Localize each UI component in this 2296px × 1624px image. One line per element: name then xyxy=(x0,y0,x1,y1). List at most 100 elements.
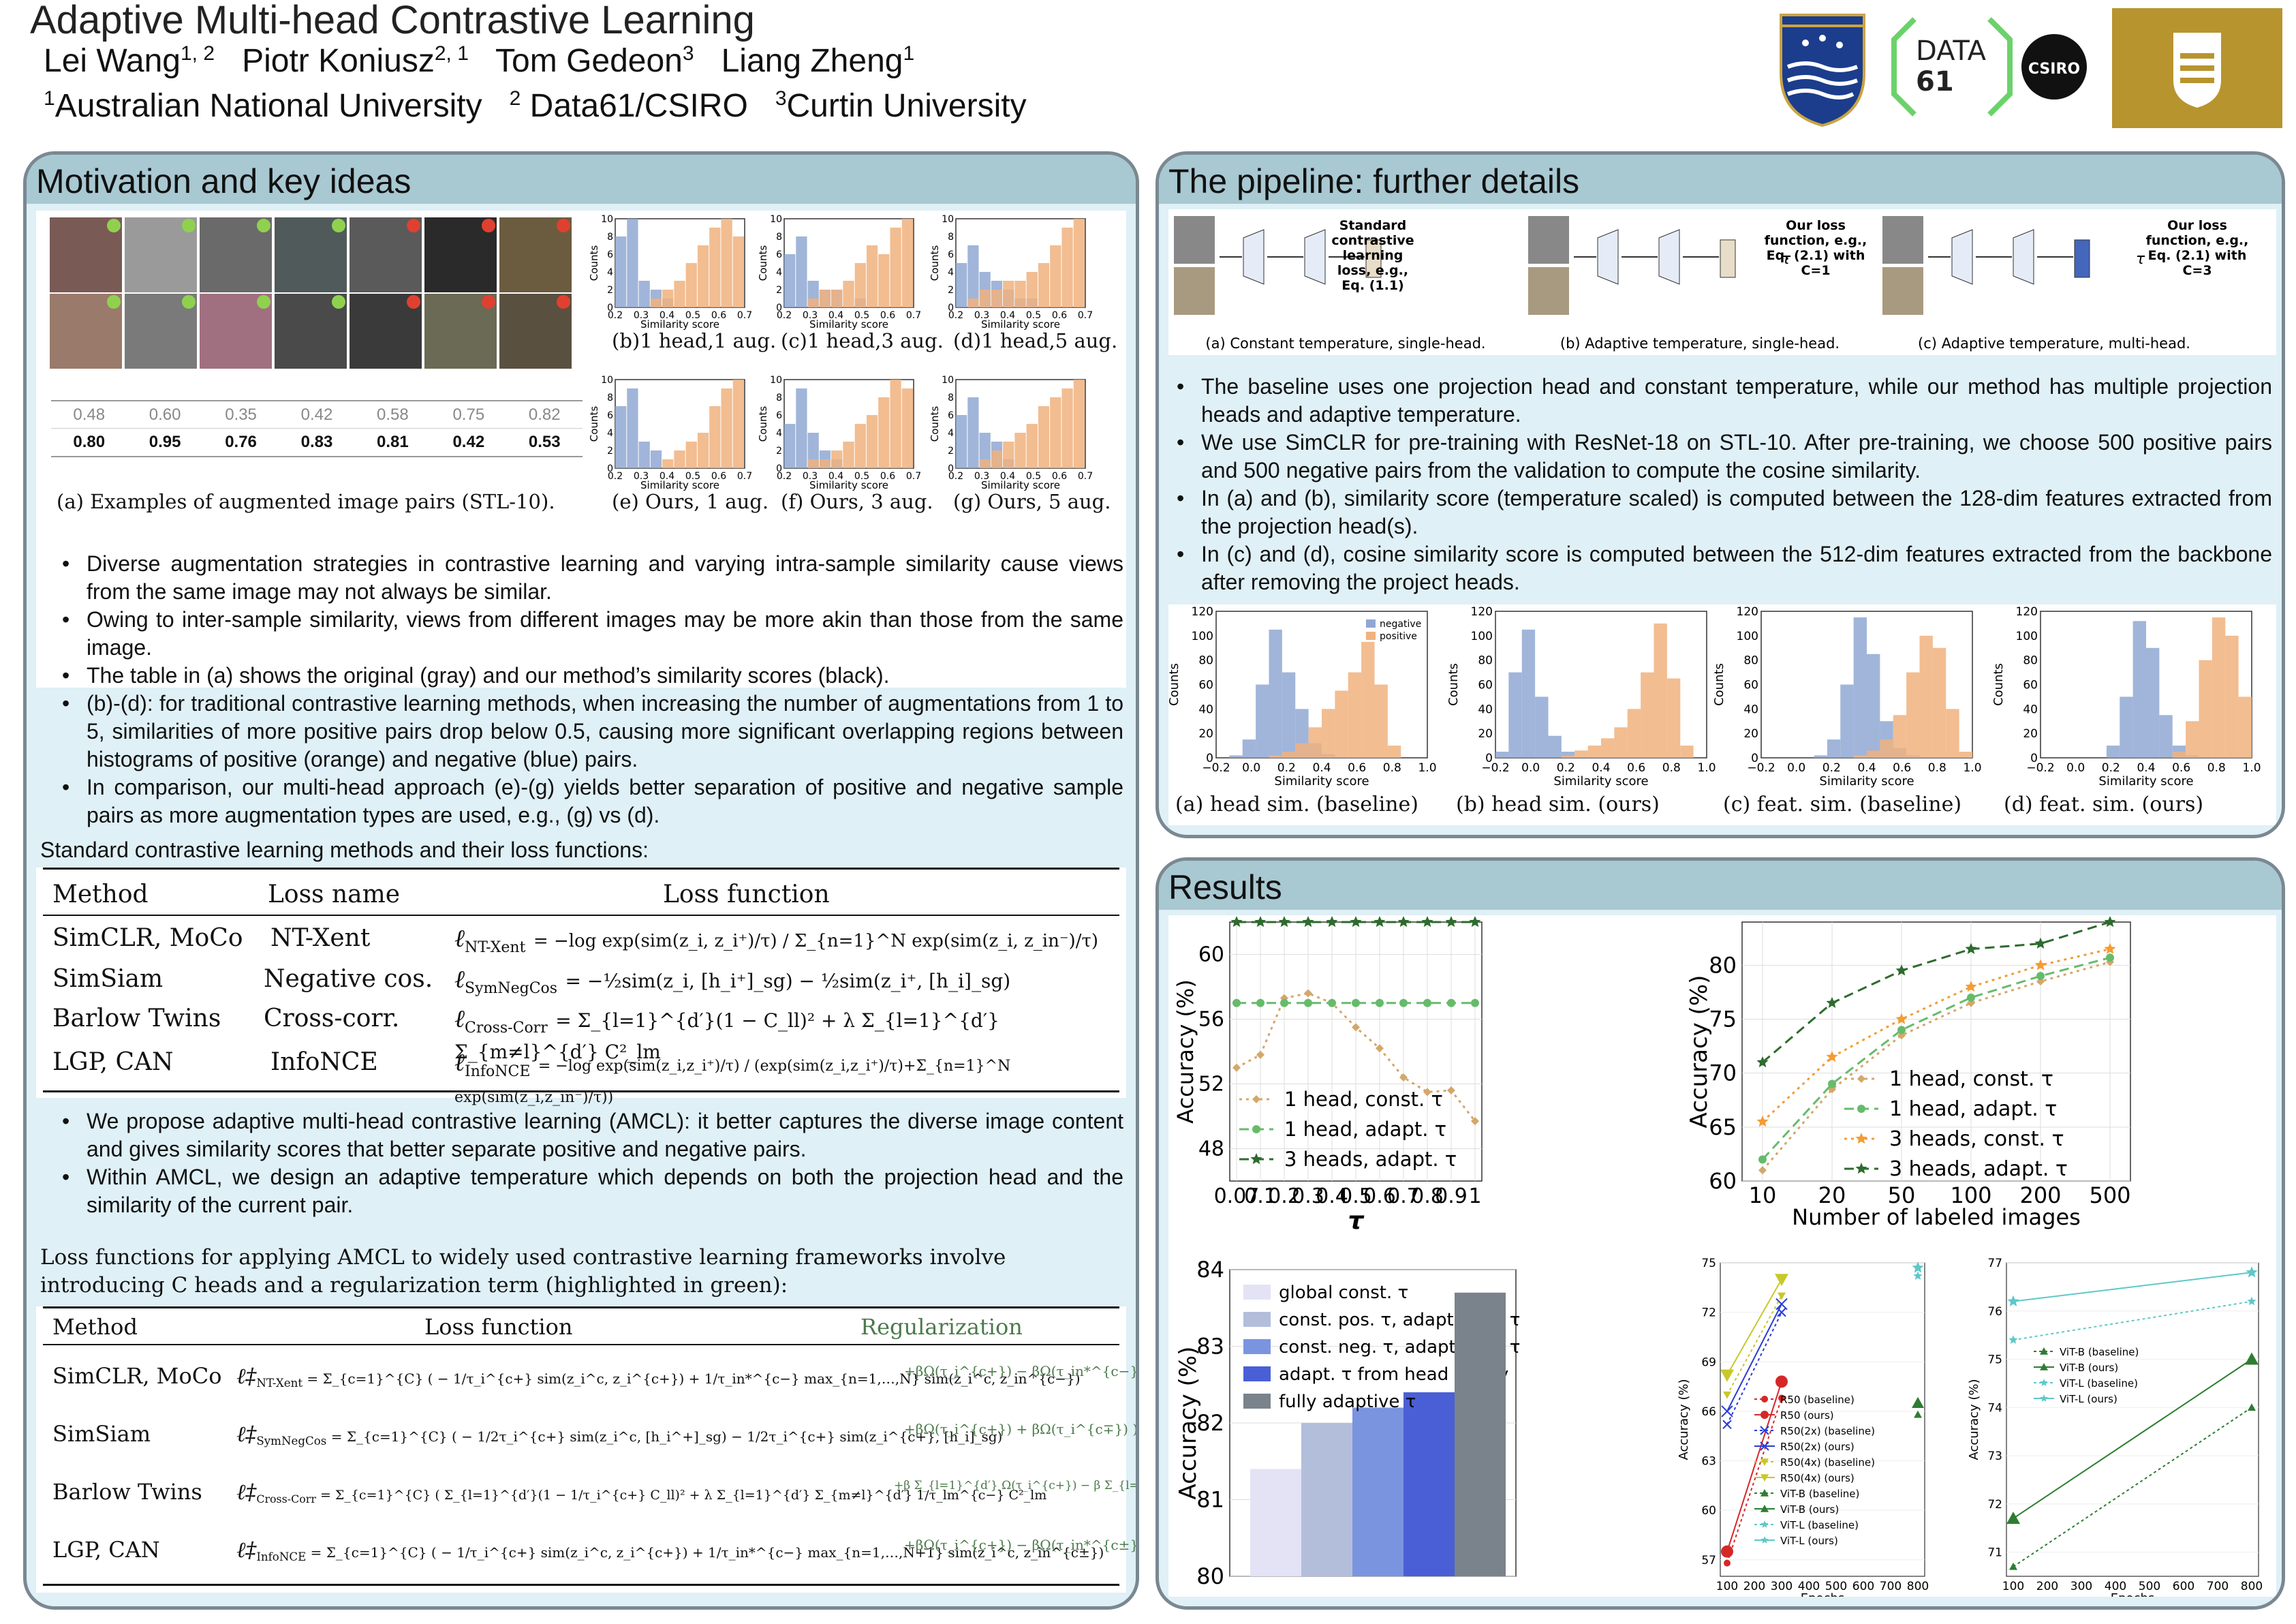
hist-xtick: 0.4 xyxy=(2137,761,2155,775)
hist-xtick: 0.0 xyxy=(1242,761,1260,775)
similarity-histogram-3: 120 100 80 60 40 20 0−0.2 0.0 0.2 0.4 0.6 0.8 1.0 Sim… xyxy=(1991,605,2261,788)
ytick: 72 xyxy=(1987,1498,2002,1512)
hist-xtick: 0.3 xyxy=(803,471,818,482)
data-point xyxy=(2008,1335,2018,1344)
data-point xyxy=(1965,943,1977,954)
legend-label: 3 heads, adapt. τ xyxy=(1889,1157,2068,1181)
xtick: 10 xyxy=(1749,1182,1777,1208)
pos-bar xyxy=(819,290,831,307)
hist-xtick: 1.0 xyxy=(1418,761,1436,775)
encoder-block xyxy=(1658,229,1680,285)
data-point xyxy=(1967,993,1975,1002)
svg-text:CSIRO: CSIRO xyxy=(2028,61,2080,78)
hist-xtick: −0.2 xyxy=(1481,761,1509,775)
hist-ytick: 0 xyxy=(776,303,782,313)
data-point xyxy=(2247,1296,2256,1306)
ytick: 74 xyxy=(1987,1401,2002,1415)
xtick: 0.8 xyxy=(1411,1184,1444,1208)
bar xyxy=(1301,1423,1352,1576)
pos-bar xyxy=(1038,263,1050,307)
diagram-label: C=3 xyxy=(2182,263,2212,278)
pipeline-diagrams: Standard contrastive learning loss, e.g., Eq… xyxy=(1168,209,2276,355)
diagram-caption: (a) Constant temperature, single-head. xyxy=(1205,335,1485,352)
input-image xyxy=(1882,267,1923,315)
data-point xyxy=(1722,1420,1732,1429)
chart-epochs-vit: 71 72 73 74 75 76 77 100 200 300 400 500 600 700 800 Ep… xyxy=(1967,1257,2263,1606)
hist-xtick: 0.2 xyxy=(777,471,792,482)
neg-bar xyxy=(1561,752,1575,758)
neg-bar xyxy=(1814,755,1827,758)
ytick: 83 xyxy=(1196,1334,1224,1360)
hist-ytick: 40 xyxy=(2023,703,2038,716)
neg-bar xyxy=(627,219,638,307)
hist-xtick: 0.6 xyxy=(1627,761,1645,775)
results-panel: Results 48 52 56 60 0.07 0.1 0.2 0.3 0.4 0.5 0.6 0.… xyxy=(1155,857,2285,1610)
hist-ylabel: Counts xyxy=(929,245,941,281)
pos-bar xyxy=(674,450,685,468)
hist-ytick: 120 xyxy=(2016,605,2038,619)
neg-bar xyxy=(1853,617,1867,758)
data-point xyxy=(1913,1271,1923,1281)
hist-ytick: 6 xyxy=(948,249,954,260)
hist-ytick: 6 xyxy=(776,410,782,421)
pos-bar xyxy=(878,254,890,307)
ytick: 75 xyxy=(1987,1353,2002,1367)
hist-xtick: 0.5 xyxy=(854,310,869,321)
bar xyxy=(1403,1392,1455,1576)
bar xyxy=(1455,1292,1506,1576)
data-point xyxy=(1855,1133,1867,1144)
data-point xyxy=(2034,937,2047,949)
data-point xyxy=(1423,1088,1431,1097)
augmented-image-grid xyxy=(50,217,572,369)
hist-ytick: 0 xyxy=(2030,752,2038,765)
hist-ytick: 0 xyxy=(776,463,782,474)
hist-xtick: 0.2 xyxy=(777,310,792,321)
pos-bar xyxy=(2238,696,2252,758)
method-cell: LGP, CAN xyxy=(52,1048,174,1076)
data-point xyxy=(2245,1352,2259,1365)
encoder-block xyxy=(1304,229,1326,285)
data-point xyxy=(2006,1512,2020,1525)
pos-bar xyxy=(1919,635,1933,758)
xtick: 0.4 xyxy=(1316,1184,1348,1208)
ytick: 60 xyxy=(1701,1504,1716,1518)
data-point xyxy=(1775,1274,1788,1287)
ytick: 80 xyxy=(1709,952,1737,978)
ytick: 56 xyxy=(1198,1008,1224,1032)
data-point xyxy=(1914,1410,1922,1418)
data-point xyxy=(1895,964,1908,976)
pos-bar xyxy=(979,459,991,468)
ytick: 73 xyxy=(1987,1450,2002,1463)
hist-xtick: 0.7 xyxy=(1078,310,1093,321)
loss-name-cell: Negative cos. xyxy=(264,965,433,993)
hist-xtick: 0.4 xyxy=(660,471,674,482)
ytick: 57 xyxy=(1701,1554,1716,1567)
tau-symbol: τ xyxy=(1782,251,1791,268)
diagram-caption: (c) Adaptive temperature, multi-head. xyxy=(1918,335,2190,352)
hist-ytick: 0 xyxy=(1751,752,1758,765)
pos-bar xyxy=(979,290,991,307)
table-row: SimCLR, MoCo NT-Xent ℓNT-Xent = −log exp… xyxy=(52,924,1115,965)
sim-orig-cell: 0.48 xyxy=(73,405,106,424)
similarity-histogram-1: 120 100 80 60 40 20 0−0.2 0.0 0.2 0.4 0.6 0.8 1.0 Sim… xyxy=(1446,605,1716,788)
hist-ytick: 4 xyxy=(948,428,954,439)
affiliations-line: 1Australian National University 2 Data61… xyxy=(44,87,1027,124)
hist-ytick: 20 xyxy=(1478,727,1493,741)
xtick: 100 xyxy=(1716,1580,1738,1593)
pos-bar xyxy=(1050,397,1061,468)
neg-bar xyxy=(1535,696,1549,758)
motivation-bullets: Diverse augmentation strategies in contr… xyxy=(61,550,1123,829)
data-point xyxy=(1304,989,1312,998)
diagram-label: function, e.g., xyxy=(2146,233,2249,248)
hist-xtick: 0.2 xyxy=(1557,761,1575,775)
data-point xyxy=(2007,1295,2019,1306)
pos-bar xyxy=(866,245,878,307)
regularization-cell: +βΩ(τ_i^{c+}) + βΩ(τ_i^{c∓}) ) xyxy=(904,1421,1138,1437)
pos-bar xyxy=(2172,752,2186,758)
pair-status-dot xyxy=(482,295,495,309)
ytick: 81 xyxy=(1196,1487,1224,1513)
table1-box: Method Loss name Loss function SimCLR, M… xyxy=(36,868,1126,1106)
hist-xtick: 0.7 xyxy=(1078,471,1093,482)
